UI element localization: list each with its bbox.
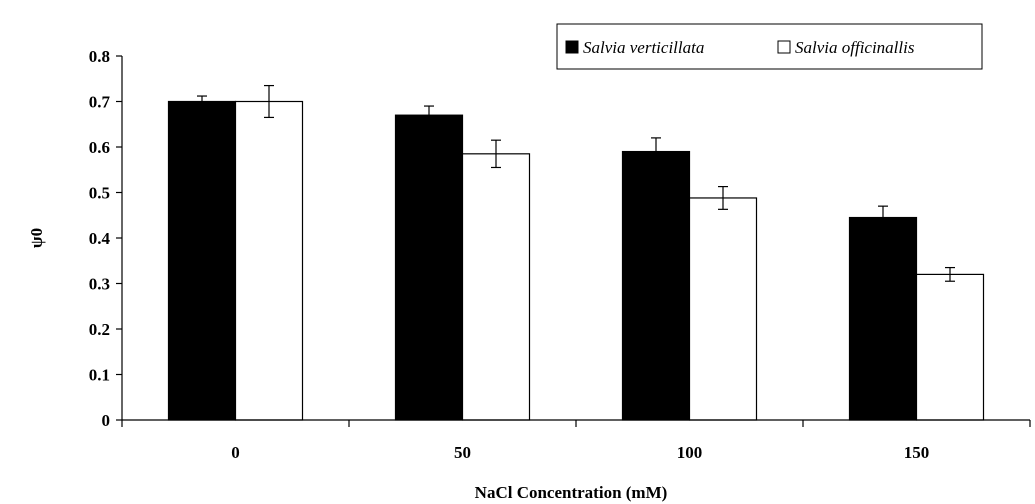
bar-salvia-officinallis	[688, 197, 758, 421]
ticks-layer: 0 0.1 0.2 0.3 0.4 0.5 0.6 0.7 0.8 0 50 100 150	[89, 47, 1031, 462]
y-tick-label: 0.5	[89, 184, 110, 203]
legend-swatch	[565, 40, 579, 54]
x-tick-label: 50	[454, 443, 471, 462]
x-tick-label: 150	[904, 443, 930, 462]
bar-salvia-officinallis	[461, 153, 531, 421]
bar-salvia-verticillata	[848, 216, 918, 421]
y-tick-label: 0.7	[89, 93, 111, 112]
x-axis-title: NaCl Concentration (mM)	[475, 483, 668, 502]
legend-label: Salvia officinallis	[795, 38, 915, 57]
y-tick-label: 0.6	[89, 138, 110, 157]
y-tick-label: 0.1	[89, 366, 110, 385]
bar-salvia-officinallis	[234, 100, 304, 421]
bar-salvia-verticillata	[167, 100, 237, 421]
bar-salvia-verticillata	[621, 150, 691, 421]
y-tick-label: 0.3	[89, 275, 110, 294]
y-tick-label: 0.2	[89, 320, 110, 339]
bars-layer	[167, 100, 985, 421]
legend-label: Salvia verticillata	[583, 38, 704, 57]
legend-box	[556, 23, 983, 70]
y-tick-label: 0	[102, 411, 111, 430]
x-tick-label: 100	[677, 443, 703, 462]
x-tick-label: 0	[231, 443, 240, 462]
y-axis-title: ψ0	[27, 228, 46, 248]
legend-swatch	[777, 40, 791, 54]
error-bars-layer	[197, 84, 955, 282]
bar-salvia-verticillata	[394, 114, 464, 421]
y-tick-label: 0.4	[89, 229, 111, 248]
legend: Salvia verticillata Salvia officinallis	[556, 23, 983, 70]
bar-salvia-officinallis	[915, 273, 985, 421]
y-tick-label: 0.8	[89, 47, 110, 66]
legend-items: Salvia verticillata Salvia officinallis	[565, 38, 915, 57]
